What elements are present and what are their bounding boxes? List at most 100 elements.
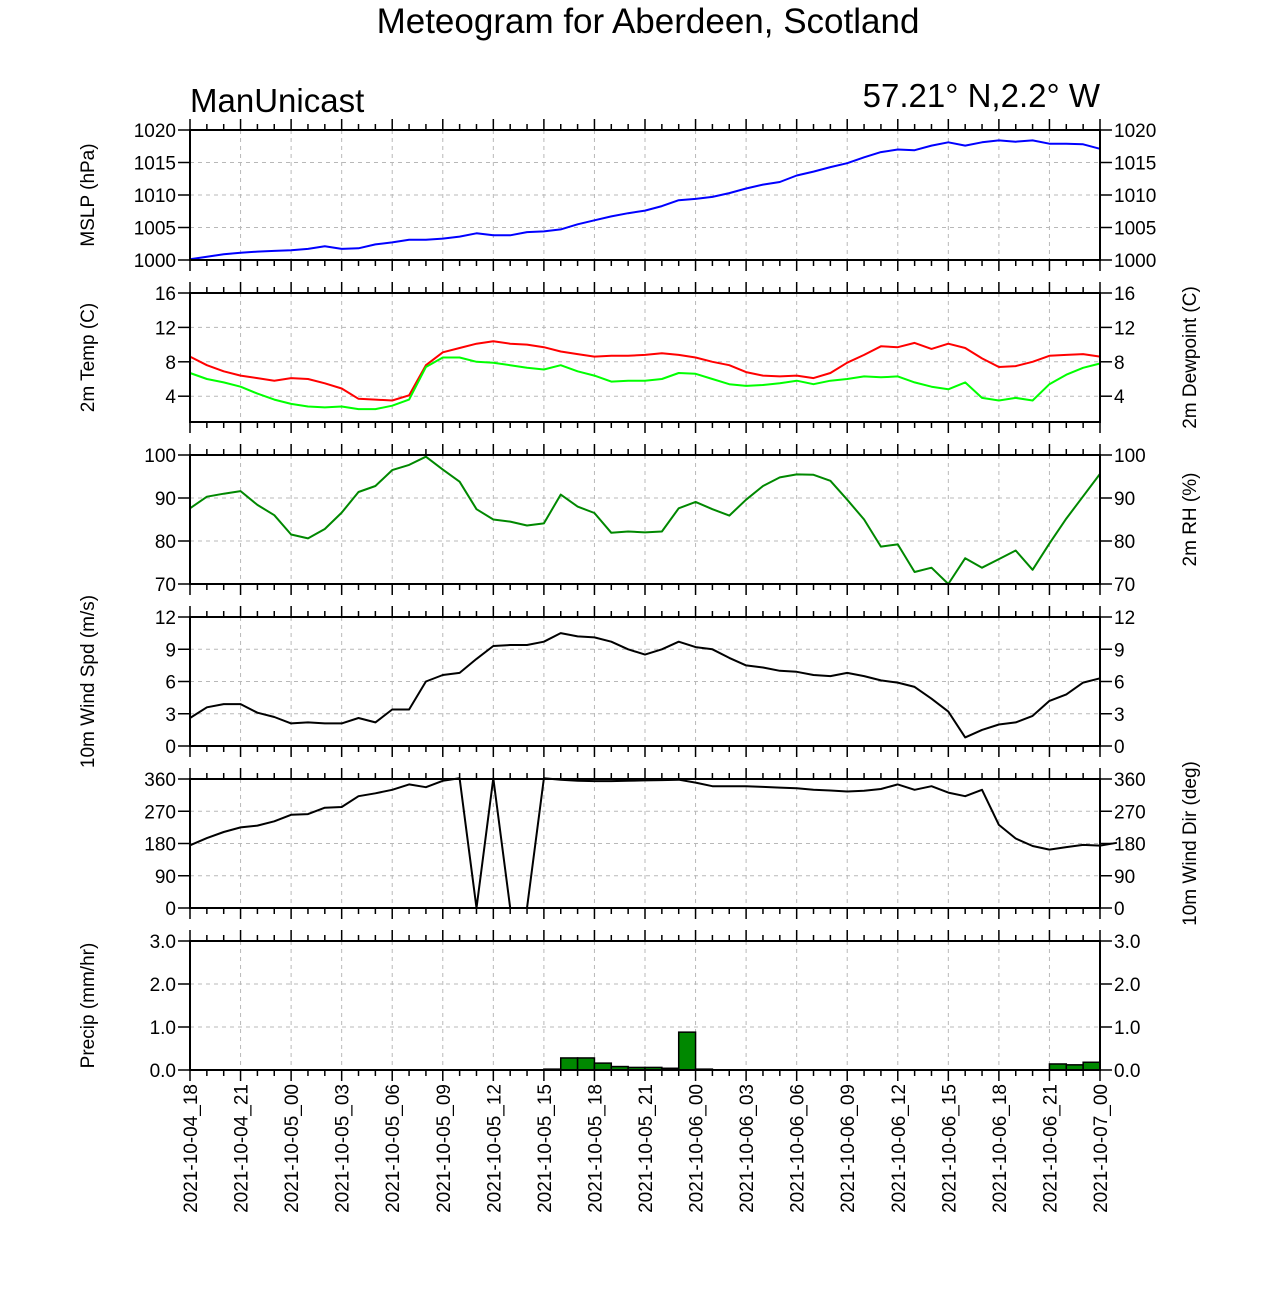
y-axis-label-left: 2m Temp (C) — [78, 303, 99, 412]
x-tick-label: 2021-10-05_06 — [383, 1084, 404, 1213]
y-tick-label-left: 360 — [144, 770, 176, 791]
y-tick-label-right: 12 — [1114, 318, 1135, 339]
y-tick-label-right: 4 — [1114, 387, 1125, 408]
x-tick-label: 2021-10-04_21 — [232, 1084, 253, 1213]
y-axis-label-left: 10m Wind Spd (m/s) — [78, 595, 99, 768]
x-tick-label: 2021-10-06_15 — [939, 1084, 960, 1213]
y-tick-label-left: 1005 — [134, 219, 176, 240]
x-tick-label: 2021-10-05_12 — [484, 1084, 505, 1213]
y-tick-label-right: 6 — [1114, 673, 1125, 694]
x-tick-label: 2021-10-05_18 — [585, 1084, 606, 1213]
y-tick-label-left: 6 — [165, 673, 176, 694]
y-tick-label-right: 1000 — [1114, 251, 1156, 272]
series-line-mslp-0 — [189, 139, 1101, 261]
y-tick-label-left: 270 — [144, 802, 176, 823]
y-tick-label-left: 8 — [165, 353, 176, 374]
precip-bar — [559, 1057, 579, 1071]
y-axis-label-left: MSLP (hPa) — [78, 143, 99, 246]
y-tick-label-left: 90 — [155, 489, 176, 510]
y-tick-label-left: 0 — [165, 899, 176, 920]
y-tick-label-right: 2.0 — [1114, 975, 1140, 996]
y-tick-label-right: 1010 — [1114, 186, 1156, 207]
x-tick-label: 2021-10-06_12 — [889, 1084, 910, 1213]
model-label: ManUnicast — [190, 82, 364, 119]
y-tick-label-right: 8 — [1114, 353, 1125, 374]
series-line-temperature-0 — [189, 340, 1101, 402]
y-tick-label-right: 100 — [1114, 446, 1146, 467]
y-tick-label-left: 3 — [165, 705, 176, 726]
y-tick-label-right: 90 — [1114, 489, 1135, 510]
precip-bar — [593, 1062, 613, 1071]
chart-title: Meteogram for Aberdeen, Scotland — [377, 2, 920, 41]
y-tick-label-left: 1010 — [134, 186, 176, 207]
y-tick-label-right: 1015 — [1114, 154, 1156, 175]
y-tick-label-right: 1020 — [1114, 121, 1156, 142]
x-tick-label: 2021-10-05_03 — [333, 1084, 354, 1213]
y-tick-label-right: 3.0 — [1114, 932, 1140, 953]
panel-wind_direction: 0 0 90 90 180 180 270 270 360 360 10m Wind Dir (de… — [144, 761, 1201, 926]
y-tick-label-left: 3.0 — [150, 932, 176, 953]
y-tick-label-left: 0 — [165, 737, 176, 758]
y-tick-label-left: 4 — [165, 387, 176, 408]
y-tick-label-left: 0.0 — [150, 1061, 176, 1082]
y-tick-label-left: 1015 — [134, 154, 176, 175]
y-tick-label-left: 1.0 — [150, 1018, 176, 1039]
y-tick-label-right: 9 — [1114, 640, 1125, 661]
precip-bar — [1082, 1061, 1101, 1071]
x-tick-label: 2021-10-05_00 — [282, 1084, 303, 1213]
location-label: 57.21° N,2.2° W — [863, 77, 1101, 114]
y-tick-label-left: 16 — [155, 284, 176, 305]
panel-precipitation: 0.0 0.0 1.0 1.0 2.0 2.0 3.0 3.0 Precip (mm/hr) — [78, 930, 1140, 1082]
y-tick-label-right: 90 — [1114, 867, 1135, 888]
x-tick-label: 2021-10-06_03 — [737, 1084, 758, 1213]
y-tick-label-right: 80 — [1114, 532, 1135, 553]
x-tick-label: 2021-10-04_18 — [181, 1084, 202, 1213]
x-tick-label: 2021-10-06_06 — [788, 1084, 809, 1213]
y-tick-label-right: 360 — [1114, 770, 1146, 791]
x-tick-label: 2021-10-06_18 — [990, 1084, 1011, 1213]
y-tick-label-right: 180 — [1114, 835, 1146, 856]
x-tick-label: 2021-10-05_15 — [535, 1084, 556, 1213]
y-tick-label-left: 12 — [155, 318, 176, 339]
y-tick-label-right: 1.0 — [1114, 1018, 1140, 1039]
y-tick-label-right: 12 — [1114, 608, 1135, 629]
x-tick-label: 2021-10-05_21 — [636, 1084, 657, 1213]
y-tick-label-left: 70 — [155, 575, 176, 596]
y-tick-label-right: 0.0 — [1114, 1061, 1140, 1082]
series-line-wind_direction-0 — [189, 777, 1118, 909]
precip-bar — [677, 1031, 697, 1071]
series-line-temperature-1 — [189, 356, 1101, 411]
precip-bar — [576, 1057, 596, 1071]
y-tick-label-left: 100 — [144, 446, 176, 467]
y-tick-label-right: 0 — [1114, 899, 1125, 920]
x-tick-label: 2021-10-06_09 — [838, 1084, 859, 1213]
y-tick-label-left: 180 — [144, 835, 176, 856]
panel-humidity: 70 70 80 80 90 90 100 100 2m RH (%) — [144, 444, 1201, 596]
y-tick-label-right: 70 — [1114, 575, 1135, 596]
y-tick-label-left: 90 — [155, 867, 176, 888]
x-axis-labels: 2021-10-04_18 2021-10-04_21 2021-10-05_00 2… — [181, 1084, 1112, 1213]
x-tick-label: 2021-10-07_00 — [1091, 1084, 1112, 1213]
x-tick-label: 2021-10-05_09 — [434, 1084, 455, 1213]
panel-wind_speed: 0 0 3 3 6 6 9 9 12 12 10m Wind Spd (m/s) — [78, 595, 1135, 768]
x-tick-label: 2021-10-06_00 — [687, 1084, 708, 1213]
y-tick-label-left: 9 — [165, 640, 176, 661]
x-tick-label: 2021-10-06_21 — [1040, 1084, 1061, 1213]
y-tick-label-left: 80 — [155, 532, 176, 553]
panel-mslp: 1000 1000 1005 1005 1010 1010 1015 1015 1020 1020… — [78, 119, 1156, 272]
y-tick-label-left: 1020 — [134, 121, 176, 142]
y-tick-label-right: 270 — [1114, 802, 1146, 823]
panel-temperature: 4 4 8 8 12 12 16 16 2m Temp (C) 2m Dewpoint (C) — [78, 282, 1201, 433]
y-tick-label-right: 16 — [1114, 284, 1135, 305]
y-tick-label-right: 1005 — [1114, 219, 1156, 240]
y-axis-label-right: 2m Dewpoint (C) — [1180, 286, 1201, 429]
y-tick-label-right: 3 — [1114, 705, 1125, 726]
y-axis-label-right: 10m Wind Dir (deg) — [1180, 761, 1201, 926]
y-tick-label-right: 0 — [1114, 737, 1125, 758]
y-tick-label-left: 12 — [155, 608, 176, 629]
y-axis-label-left: Precip (mm/hr) — [78, 943, 99, 1069]
series-line-wind_speed-0 — [189, 632, 1101, 739]
y-axis-label-right: 2m RH (%) — [1180, 473, 1201, 567]
